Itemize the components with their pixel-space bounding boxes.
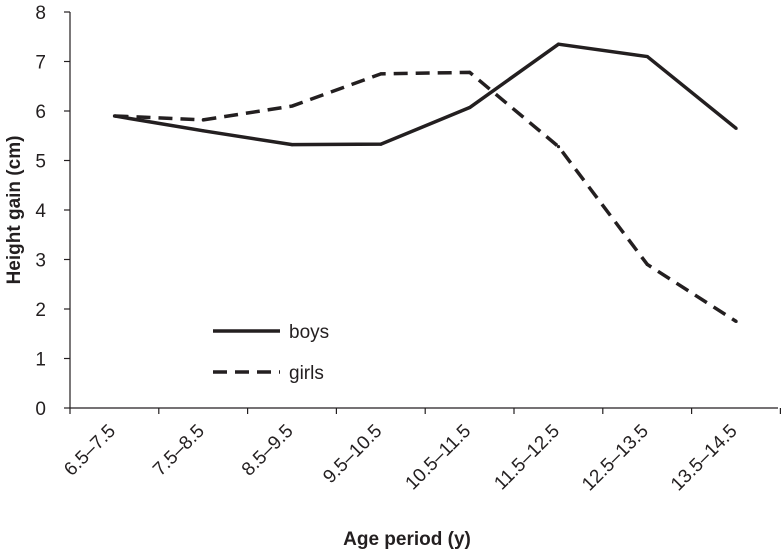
data-point-boys (290, 143, 294, 147)
y-tick-label: 8 (35, 3, 46, 24)
y-axis-title: Height gain (cm) (4, 136, 25, 285)
x-tick-label: 12.5–13.5 (578, 421, 653, 496)
y-tick-label: 0 (35, 399, 46, 420)
data-point-girls (468, 70, 472, 74)
data-point-girls (379, 72, 383, 76)
data-point-girls (734, 319, 738, 323)
series-line-girls (114, 70, 738, 323)
data-point-boys (645, 54, 649, 59)
x-tick-label: 9.5–10.5 (319, 421, 386, 488)
x-axis-title: Age period (y) (343, 529, 471, 550)
legend-label-boys: boys (289, 322, 329, 343)
data-point-girls (290, 104, 294, 108)
x-tick-label: 7.5–8.5 (149, 421, 209, 481)
data-point-boys (201, 129, 205, 133)
y-tick-label: 5 (35, 152, 46, 173)
x-tick-label: 6.5–7.5 (60, 421, 120, 481)
y-tick-label: 3 (35, 251, 46, 272)
y-tick-label: 1 (35, 350, 46, 371)
data-point-boys (734, 126, 738, 130)
series-line-boys (114, 42, 738, 147)
data-point-boys (379, 142, 383, 146)
data-point-girls (645, 262, 649, 267)
data-point-boys (468, 105, 472, 110)
x-tick-label: 10.5–11.5 (402, 421, 476, 495)
data-point-girls (556, 145, 561, 149)
legend-label-girls: girls (289, 363, 324, 384)
x-tick-label: 11.5–12.5 (490, 421, 564, 495)
y-tick-label: 2 (35, 300, 46, 321)
y-tick-label: 4 (35, 201, 46, 222)
data-point-girls (201, 118, 205, 122)
series-layer (112, 42, 738, 323)
y-tick-label: 7 (35, 53, 46, 74)
x-tick-label: 13.5–14.5 (667, 421, 742, 496)
data-point-girls (112, 114, 117, 118)
data-point-boys (556, 42, 561, 46)
x-tick-label: 8.5–9.5 (238, 421, 298, 481)
y-axis: 0 1 2 3 4 5 6 7 8 (35, 3, 71, 420)
y-tick-label: 6 (35, 102, 46, 123)
x-axis: 6.5–7.5 7.5–8.5 8.5–9.5 9.5–10.5 10.5–11.5 11… (60, 407, 781, 496)
legend: boys girls (213, 322, 329, 384)
